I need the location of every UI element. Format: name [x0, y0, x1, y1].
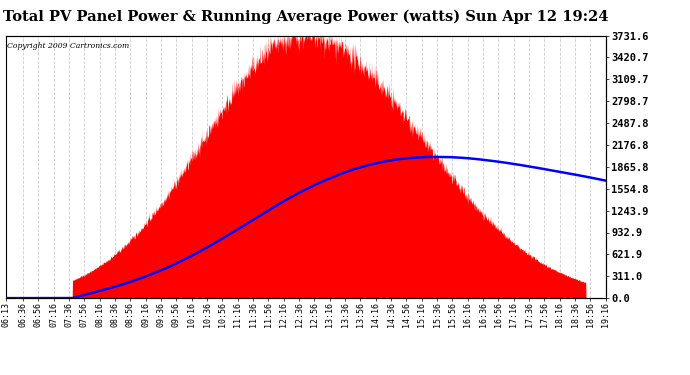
Text: Copyright 2009 Cartronics.com: Copyright 2009 Cartronics.com	[8, 42, 130, 50]
Text: Total PV Panel Power & Running Average Power (watts) Sun Apr 12 19:24: Total PV Panel Power & Running Average P…	[3, 9, 609, 24]
